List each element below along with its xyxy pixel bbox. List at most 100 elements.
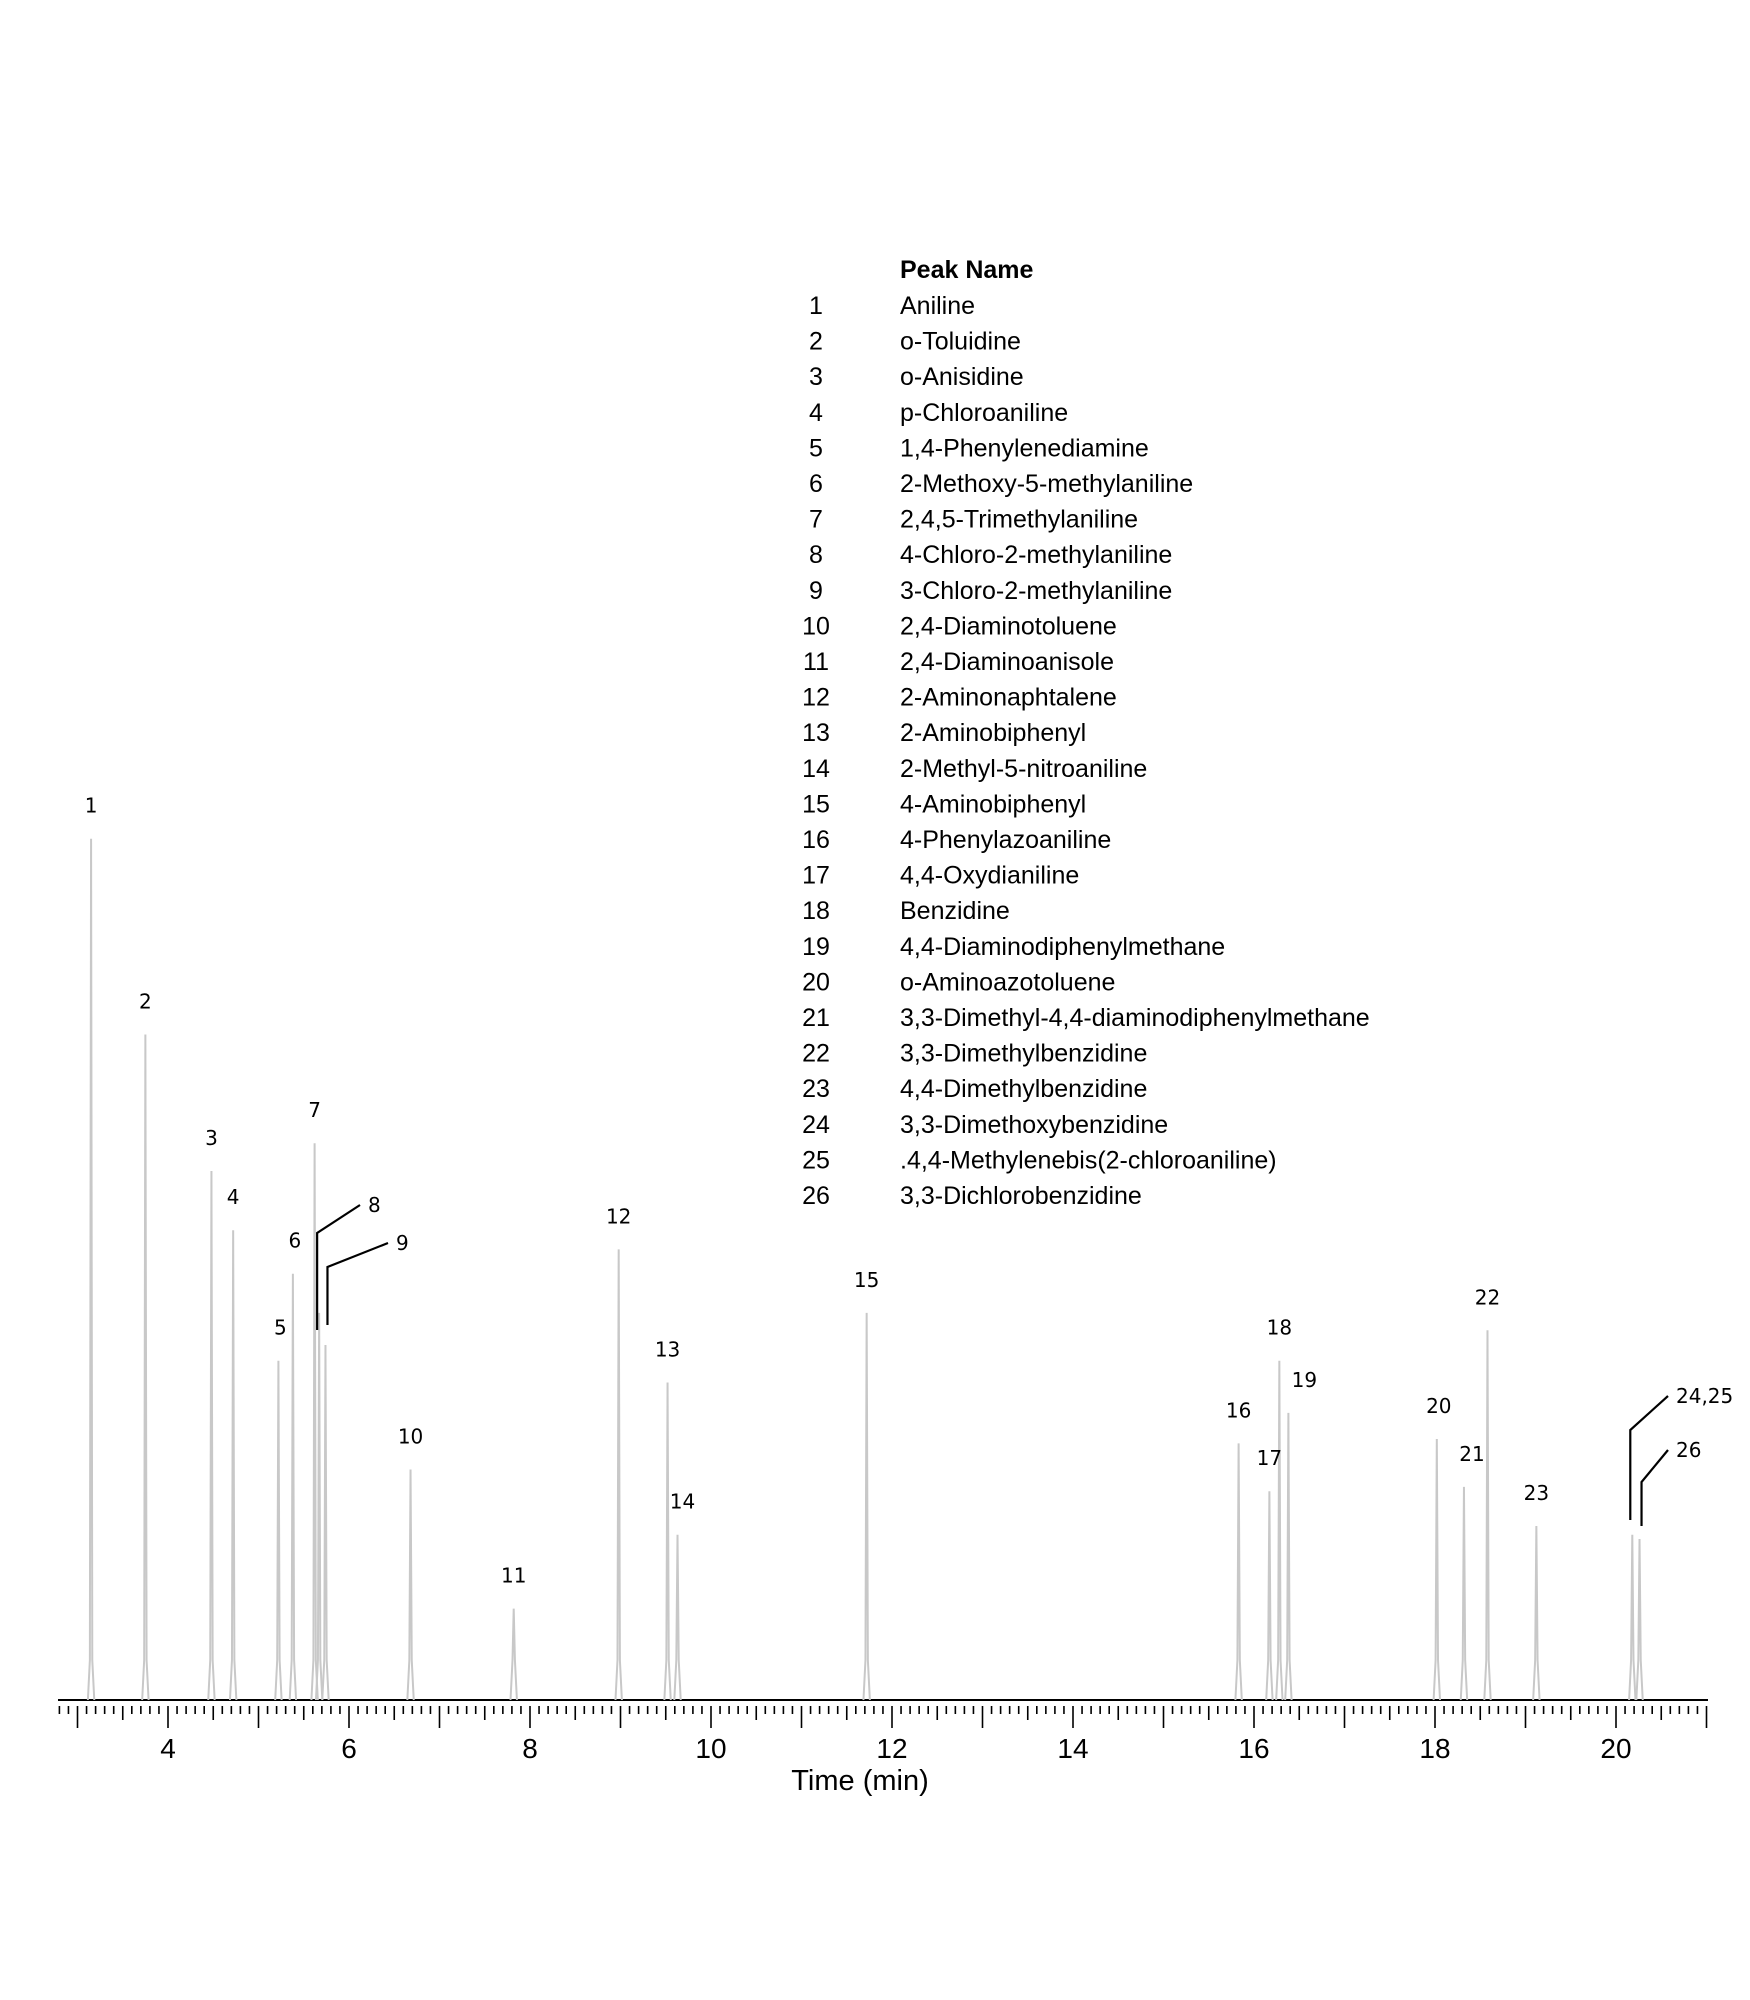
x-tick-label: 10 bbox=[695, 1733, 726, 1764]
peak-label: 8 bbox=[368, 1193, 381, 1217]
legend-compound-name: 4-Chloro-2-methylaniline bbox=[900, 541, 1172, 569]
legend-number: 25 bbox=[802, 1146, 830, 1174]
peak-7 bbox=[310, 1143, 319, 1701]
peak-label: 1 bbox=[85, 794, 98, 818]
x-tick-label: 8 bbox=[522, 1733, 538, 1764]
peak-label: 17 bbox=[1257, 1446, 1282, 1470]
legend-number: 12 bbox=[802, 684, 830, 712]
legend-number: 7 bbox=[809, 506, 823, 534]
legend-compound-name: 2-Aminobiphenyl bbox=[900, 719, 1086, 747]
legend-compound-name: 2,4-Diaminoanisole bbox=[900, 648, 1114, 676]
legend-number: 8 bbox=[809, 541, 823, 569]
peak-16 bbox=[1234, 1443, 1243, 1701]
x-tick-label: 16 bbox=[1238, 1733, 1269, 1764]
peak-leader-line bbox=[1640, 1449, 1669, 1526]
peak-15 bbox=[862, 1312, 871, 1701]
legend-number: 15 bbox=[802, 790, 830, 818]
legend-number: 6 bbox=[809, 470, 823, 498]
peak-17 bbox=[1265, 1491, 1274, 1701]
legend-number: 13 bbox=[802, 719, 830, 747]
peak-label: 2 bbox=[139, 989, 152, 1013]
x-axis: 4 6 8 10 12 14 16 18 20 bbox=[58, 1706, 1708, 1764]
peak-4 bbox=[228, 1230, 238, 1701]
peak-label: 12 bbox=[606, 1204, 631, 1228]
peak-18 bbox=[1275, 1360, 1284, 1701]
legend-number: 1 bbox=[809, 292, 823, 320]
peak-2 bbox=[141, 1034, 150, 1701]
legend-compound-name: Aniline bbox=[900, 292, 975, 320]
legend-number: 21 bbox=[802, 1004, 830, 1032]
x-tick-label: 4 bbox=[160, 1733, 176, 1764]
x-tick-label: 12 bbox=[876, 1733, 907, 1764]
legend-number: 24 bbox=[802, 1111, 830, 1139]
legend-compound-name: 2-Aminonaphtalene bbox=[900, 684, 1117, 712]
legend-compound-name: 3,3-Dimethylbenzidine bbox=[900, 1040, 1147, 1068]
legend-compound-name: 3,3-Dimethoxybenzidine bbox=[900, 1111, 1168, 1139]
legend-compound-name: o-Anisidine bbox=[900, 363, 1024, 391]
legend-number: 2 bbox=[809, 328, 823, 356]
peak-label: 18 bbox=[1267, 1316, 1292, 1340]
legend-header: Peak Name bbox=[900, 256, 1034, 284]
legend-compound-name: o-Toluidine bbox=[900, 328, 1021, 356]
peak-10 bbox=[406, 1469, 415, 1701]
legend-compound-name: 2-Methoxy-5-methylaniline bbox=[900, 470, 1193, 498]
peak-leader-line bbox=[1629, 1395, 1669, 1520]
peak-label: 23 bbox=[1524, 1481, 1549, 1505]
legend-number: 14 bbox=[802, 755, 830, 783]
peak-1 bbox=[86, 838, 96, 1701]
peak-label: 10 bbox=[398, 1424, 423, 1448]
x-axis-title: Time (min) bbox=[791, 1765, 928, 1797]
legend-number: 5 bbox=[809, 434, 823, 462]
peak-leader-line bbox=[326, 1241, 389, 1325]
peak-label: 21 bbox=[1459, 1442, 1484, 1466]
legend-compound-name: 2-Methyl-5-nitroaniline bbox=[900, 755, 1147, 783]
peak-13 bbox=[663, 1382, 672, 1701]
peak-label: 14 bbox=[670, 1490, 695, 1514]
chromatogram-trace bbox=[58, 838, 1708, 1701]
peak-26 bbox=[1635, 1539, 1644, 1701]
peak-label: 24,25 bbox=[1676, 1384, 1733, 1408]
peak-22 bbox=[1483, 1330, 1492, 1701]
legend-compound-name: 4,4-Diaminodiphenylmethane bbox=[900, 933, 1225, 961]
x-tick-label: 14 bbox=[1057, 1733, 1088, 1764]
legend-number: 17 bbox=[802, 862, 830, 890]
legend-compound-name: 2,4-Diaminotoluene bbox=[900, 612, 1117, 640]
peak-12 bbox=[614, 1249, 623, 1701]
peak-9 bbox=[321, 1345, 330, 1701]
x-tick-label: 20 bbox=[1600, 1733, 1631, 1764]
peak-labels: 123456789101112131415161718192021222324,… bbox=[85, 794, 1734, 1588]
peak-label: 5 bbox=[274, 1316, 287, 1340]
peak-6 bbox=[288, 1273, 298, 1701]
x-tick-label: 6 bbox=[341, 1733, 357, 1764]
peak-label: 7 bbox=[308, 1098, 321, 1122]
legend-compound-name: o-Aminoazotoluene bbox=[900, 968, 1115, 996]
peak-14 bbox=[673, 1534, 682, 1701]
peak-8 bbox=[314, 1312, 324, 1701]
legend-compound-name: 4-Aminobiphenyl bbox=[900, 790, 1086, 818]
peak-11 bbox=[509, 1608, 518, 1701]
peak-label: 6 bbox=[289, 1229, 302, 1253]
legend-compound-name: 4-Phenylazoaniline bbox=[900, 826, 1111, 854]
peak-label: 11 bbox=[501, 1564, 526, 1588]
legend-number: 23 bbox=[802, 1075, 830, 1103]
legend-number: 20 bbox=[802, 968, 830, 996]
legend-compound-name: 4,4-Oxydianiline bbox=[900, 862, 1079, 890]
legend-number: 19 bbox=[802, 933, 830, 961]
peak-label: 3 bbox=[205, 1126, 218, 1150]
legend-compound-name: 3,3-Dichlorobenzidine bbox=[900, 1182, 1142, 1210]
peak-label: 4 bbox=[227, 1185, 240, 1209]
peak-label: 15 bbox=[854, 1268, 879, 1292]
legend-compound-name: Benzidine bbox=[900, 897, 1010, 925]
peak-label: 16 bbox=[1226, 1398, 1251, 1422]
peak-20 bbox=[1432, 1438, 1442, 1701]
legend-compound-name: 3,3-Dimethyl-4,4-diaminodiphenylmethane bbox=[900, 1004, 1370, 1032]
peak-label: 22 bbox=[1475, 1285, 1500, 1309]
legend-number: 10 bbox=[802, 612, 830, 640]
legend-compound-name: 4,4-Dimethylbenzidine bbox=[900, 1075, 1147, 1103]
peak-23 bbox=[1532, 1525, 1541, 1701]
peak-name-legend: Peak Name 1 Aniline 2 o-Toluidine 3 o-Anisidin… bbox=[802, 256, 1370, 1210]
peak-5 bbox=[274, 1360, 283, 1701]
legend-compound-name: p-Chloroaniline bbox=[900, 399, 1068, 427]
peak-label: 9 bbox=[396, 1231, 409, 1255]
